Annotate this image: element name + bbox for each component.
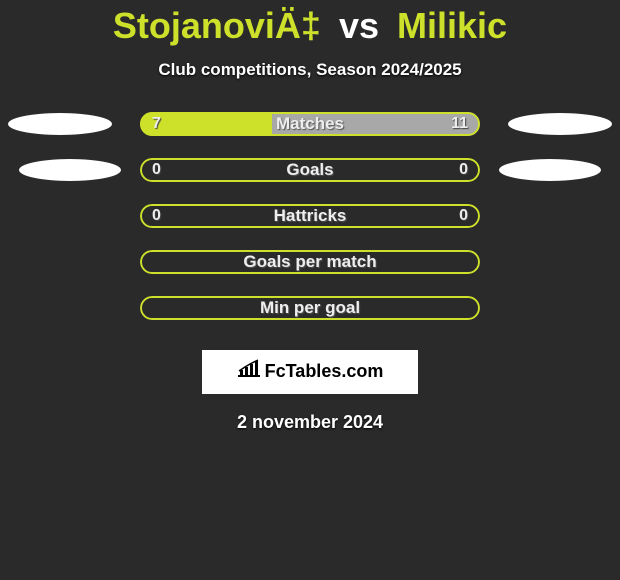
logo-text: FcTables.com <box>265 361 384 382</box>
stat-label: Matches <box>140 112 480 136</box>
stat-row: Goals per match <box>0 250 620 274</box>
title: StojanoviÄ‡ vs Milikic <box>0 6 620 46</box>
bar-chart-icon <box>237 359 261 384</box>
stat-bar: Min per goal <box>140 296 480 320</box>
stat-bar: 00Hattricks <box>140 204 480 228</box>
title-player1: StojanoviÄ‡ <box>113 5 321 46</box>
stat-label: Goals per match <box>140 250 480 274</box>
comparison-card: StojanoviÄ‡ vs Milikic Club competitions… <box>0 0 620 433</box>
player-ellipse-left <box>19 159 121 181</box>
stat-row: 00Hattricks <box>0 204 620 228</box>
player-ellipse-right <box>499 159 601 181</box>
title-player2: Milikic <box>397 5 507 46</box>
subtitle: Club competitions, Season 2024/2025 <box>0 60 620 80</box>
site-logo: FcTables.com <box>237 359 384 384</box>
logo-box: FcTables.com <box>202 350 418 394</box>
stat-row: 00Goals <box>0 158 620 182</box>
stat-rows: 711Matches 00Goals 00Hattricks Goals per ma… <box>0 112 620 320</box>
date: 2 november 2024 <box>0 412 620 433</box>
stat-row: 711Matches <box>0 112 620 136</box>
title-vs: vs <box>339 5 379 46</box>
stat-row: Min per goal <box>0 296 620 320</box>
player-ellipse-left <box>8 113 112 135</box>
stat-bar: 711Matches <box>140 112 480 136</box>
stat-label: Hattricks <box>140 204 480 228</box>
stat-bar: Goals per match <box>140 250 480 274</box>
player-ellipse-right <box>508 113 612 135</box>
stat-label: Goals <box>140 158 480 182</box>
stat-label: Min per goal <box>140 296 480 320</box>
stat-bar: 00Goals <box>140 158 480 182</box>
